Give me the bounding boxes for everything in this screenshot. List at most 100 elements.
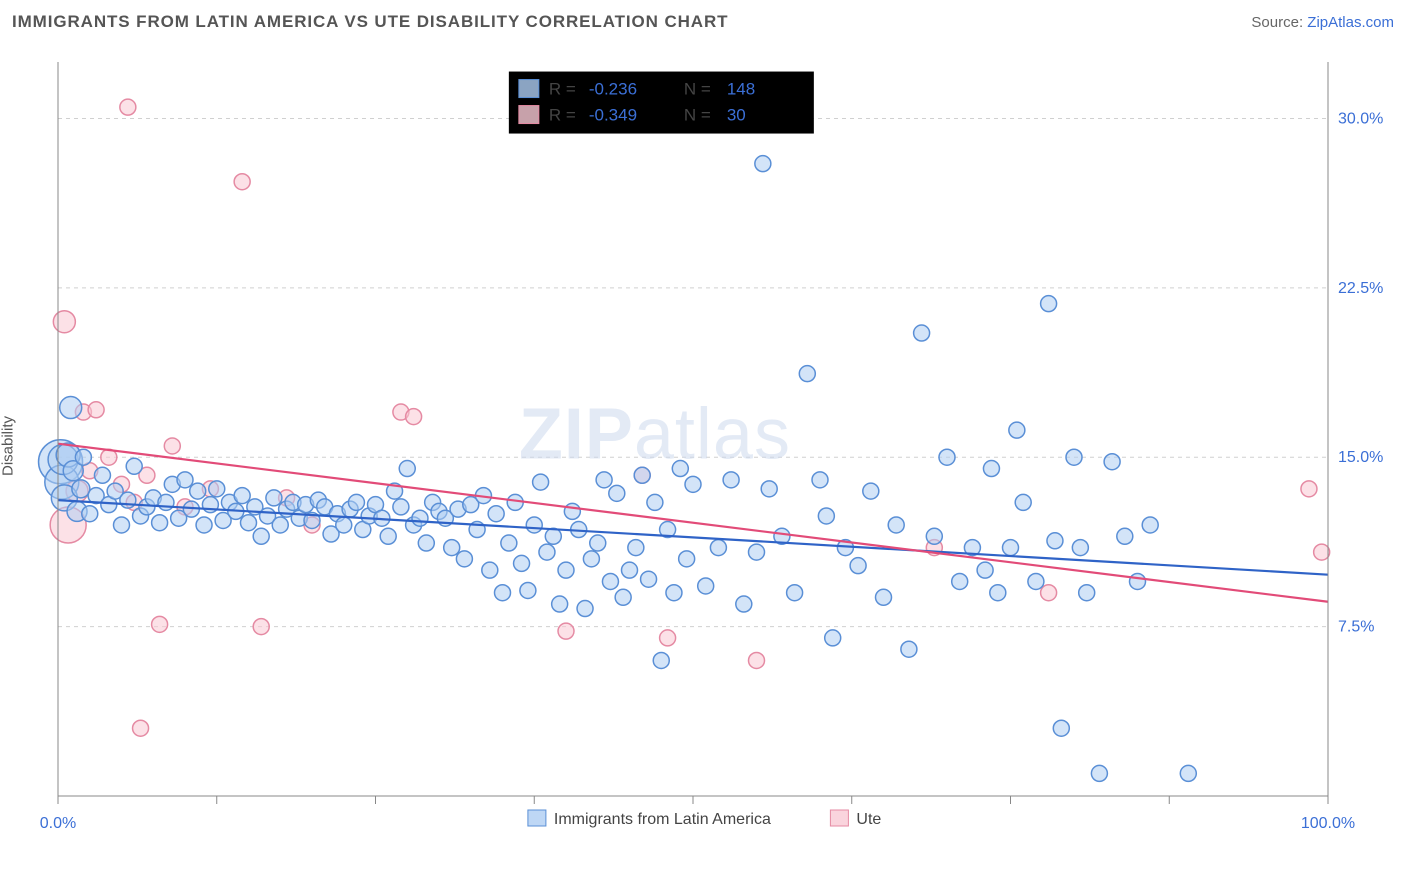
data-point: [939, 449, 955, 465]
data-point: [526, 517, 542, 533]
data-point: [723, 472, 739, 488]
data-point: [710, 540, 726, 556]
data-point: [501, 535, 517, 551]
data-point: [698, 578, 714, 594]
x-tick-label: 100.0%: [1301, 815, 1355, 832]
data-point: [53, 311, 75, 333]
legend-n-label: N =: [684, 80, 711, 99]
data-point: [577, 601, 593, 617]
data-point: [393, 499, 409, 515]
data-point: [482, 562, 498, 578]
data-point: [234, 174, 250, 190]
data-point: [787, 585, 803, 601]
data-point: [647, 494, 663, 510]
data-point: [120, 492, 136, 508]
data-point: [380, 528, 396, 544]
data-point: [1028, 573, 1044, 589]
data-point: [1072, 540, 1088, 556]
data-point: [266, 490, 282, 506]
data-point: [799, 366, 815, 382]
data-point: [1301, 481, 1317, 497]
data-point: [825, 630, 841, 646]
data-point: [679, 551, 695, 567]
legend-series-label: Immigrants from Latin America: [554, 811, 771, 828]
data-point: [1079, 585, 1095, 601]
source-prefix: Source:: [1251, 14, 1303, 31]
legend-r-value: -0.349: [589, 106, 637, 125]
data-point: [552, 596, 568, 612]
legend-swatch: [519, 80, 539, 98]
data-point: [952, 573, 968, 589]
legend-swatch: [528, 810, 546, 826]
data-point: [114, 517, 130, 533]
data-point: [749, 544, 765, 560]
data-point: [558, 562, 574, 578]
data-point: [399, 461, 415, 477]
data-point: [628, 540, 644, 556]
data-point: [126, 458, 142, 474]
data-point: [94, 467, 110, 483]
data-point: [622, 562, 638, 578]
data-point: [533, 474, 549, 490]
data-point: [488, 506, 504, 522]
y-tick-label: 30.0%: [1338, 110, 1383, 127]
legend-r-value: -0.236: [589, 80, 637, 99]
data-point: [901, 641, 917, 657]
data-point: [82, 506, 98, 522]
y-axis-label: Disability: [0, 416, 17, 476]
data-point: [558, 623, 574, 639]
data-point: [272, 517, 288, 533]
data-point: [1003, 540, 1019, 556]
y-tick-label: 7.5%: [1338, 619, 1374, 636]
data-point: [666, 585, 682, 601]
data-point: [1009, 422, 1025, 438]
data-point: [196, 517, 212, 533]
data-point: [253, 528, 269, 544]
data-point: [641, 571, 657, 587]
data-point: [990, 585, 1006, 601]
data-point: [75, 449, 91, 465]
data-point: [914, 325, 930, 341]
data-point: [88, 402, 104, 418]
data-point: [1091, 765, 1107, 781]
data-point: [418, 535, 434, 551]
data-point: [253, 619, 269, 635]
source-label: Source: ZipAtlas.com: [1251, 14, 1394, 31]
data-point: [1104, 454, 1120, 470]
data-point: [660, 630, 676, 646]
data-point: [876, 589, 892, 605]
data-point: [761, 481, 777, 497]
legend-n-value: 30: [727, 106, 746, 125]
title-row: IMMIGRANTS FROM LATIN AMERICA VS UTE DIS…: [12, 12, 1394, 32]
y-tick-label: 15.0%: [1338, 449, 1383, 466]
data-point: [609, 485, 625, 501]
data-point: [685, 476, 701, 492]
data-point: [120, 99, 136, 115]
legend-swatch: [830, 810, 848, 826]
data-point: [983, 461, 999, 477]
data-point: [406, 409, 422, 425]
source-value: ZipAtlas.com: [1307, 14, 1394, 31]
data-point: [164, 438, 180, 454]
data-point: [1314, 544, 1330, 560]
data-point: [736, 596, 752, 612]
data-point: [514, 555, 530, 571]
legend-r-label: R =: [549, 80, 576, 99]
correlation-legend: R =-0.236N =148R =-0.349N =30: [509, 72, 814, 134]
legend-series-label: Ute: [856, 811, 881, 828]
data-point: [977, 562, 993, 578]
data-point: [72, 480, 90, 498]
data-point: [749, 652, 765, 668]
chart-title: IMMIGRANTS FROM LATIN AMERICA VS UTE DIS…: [12, 12, 728, 32]
data-point: [1015, 494, 1031, 510]
data-point: [653, 652, 669, 668]
data-point: [818, 508, 834, 524]
data-point: [590, 535, 606, 551]
data-point: [507, 494, 523, 510]
data-point: [133, 720, 149, 736]
data-point: [1066, 449, 1082, 465]
data-point: [850, 558, 866, 574]
watermark: ZIPatlas: [519, 394, 791, 474]
data-point: [444, 540, 460, 556]
data-point: [241, 515, 257, 531]
